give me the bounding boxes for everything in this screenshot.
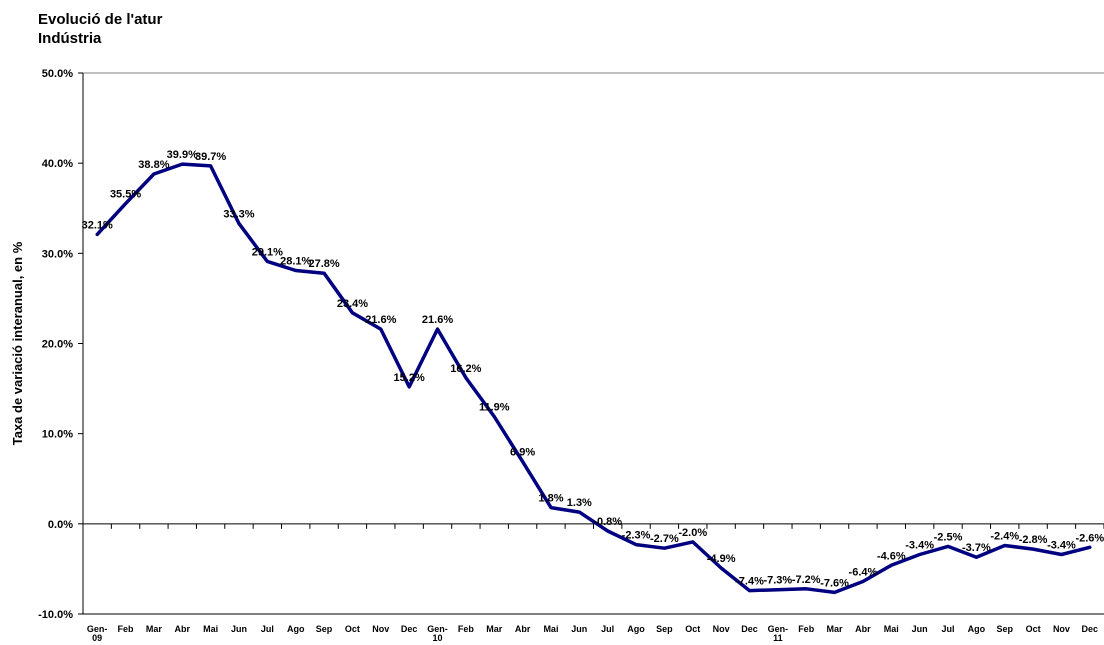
x-tick-label: Mar	[827, 624, 844, 634]
data-label: 38.8%	[138, 159, 169, 171]
data-label: 27.8%	[308, 258, 339, 270]
data-label: -7.4%	[735, 576, 764, 588]
y-tick-label: -10.0%	[38, 609, 73, 621]
data-label: 6.9%	[510, 447, 535, 459]
x-tick-label: Nov	[372, 624, 389, 634]
x-tick-label: Sep	[996, 624, 1013, 634]
y-tick-label: 40.0%	[42, 158, 73, 170]
data-label: 39.9%	[167, 149, 198, 161]
x-tick-label: Dec	[1082, 624, 1099, 634]
y-tick-label: 0.0%	[48, 519, 73, 531]
x-tick-label: Feb	[458, 624, 475, 634]
data-label: -3.4%	[905, 539, 934, 551]
x-tick-label: Gen-	[768, 624, 789, 634]
data-label: -7.6%	[820, 577, 849, 589]
x-tick-label: Feb	[118, 624, 135, 634]
x-tick-label: Mai	[543, 624, 558, 634]
x-tick-label: Ago	[287, 624, 305, 634]
data-label: -3.7%	[962, 542, 991, 554]
data-label: -2.8%	[1019, 534, 1048, 546]
x-tick-label: Gen-	[87, 624, 108, 634]
x-tick-label: Jul	[942, 624, 955, 634]
chart-title-line-2: Indústria	[38, 30, 102, 47]
series-line	[95, 162, 1092, 595]
data-label: 15.2%	[394, 372, 425, 384]
y-tick-label: 20.0%	[42, 339, 73, 351]
x-tick-label: Abr	[175, 624, 191, 634]
x-tick-label: 11	[773, 633, 783, 643]
y-tick-label: 50.0%	[42, 68, 73, 80]
x-tick-label: Mai	[884, 624, 899, 634]
x-tick-label: Nov	[713, 624, 730, 634]
x-tick-label: Jun	[571, 624, 587, 634]
data-label: -2.0%	[678, 527, 707, 539]
x-tick-label: Oct	[1026, 624, 1041, 634]
data-label: 1.3%	[567, 497, 592, 509]
x-tick-label: Jul	[601, 624, 614, 634]
data-label: 29.1%	[252, 246, 283, 258]
data-label: 21.6%	[422, 314, 453, 326]
data-label: -6.4%	[849, 567, 878, 579]
y-tick-label: 30.0%	[42, 248, 73, 260]
y-tick-label: 10.0%	[42, 429, 73, 441]
x-tick-label: Feb	[798, 624, 815, 634]
x-tick-label: Nov	[1053, 624, 1070, 634]
data-label: 21.6%	[365, 314, 396, 326]
x-tick-label: Oct	[345, 624, 360, 634]
chart-title: Evolució de l'atur Indústria	[38, 10, 162, 48]
data-label: -3.4%	[1047, 539, 1076, 551]
data-label: 39.7%	[195, 151, 226, 163]
data-label: 11.9%	[479, 402, 510, 414]
data-label: -2.7%	[650, 533, 679, 545]
x-tick-label: Jun	[231, 624, 247, 634]
x-tick-label: Sep	[656, 624, 673, 634]
x-tick-label: Ago	[627, 624, 645, 634]
x-tick-label: 10	[433, 633, 443, 643]
data-label: 32.1%	[82, 219, 113, 231]
data-label: -2.3%	[622, 530, 651, 542]
chart-title-line-1: Evolució de l'atur	[38, 11, 163, 28]
x-tick-label: Gen-	[427, 624, 448, 634]
x-tick-label: Mar	[486, 624, 503, 634]
x-tick-label: 09	[92, 633, 102, 643]
x-tick-label: Jun	[912, 624, 928, 634]
data-label: 28.1%	[280, 255, 311, 267]
data-label: 1.8%	[538, 493, 563, 505]
data-label: -7.3%	[763, 575, 792, 587]
data-label: -2.6%	[1075, 532, 1104, 544]
x-tick-label: Dec	[401, 624, 418, 634]
x-tick-label: Abr	[855, 624, 871, 634]
data-label: 23.4%	[337, 298, 368, 310]
data-label: 35.5%	[110, 189, 141, 201]
data-label: 16.2%	[450, 363, 481, 375]
x-tick-label: Jul	[261, 624, 274, 634]
x-tick-label: Dec	[741, 624, 758, 634]
data-label: -4.9%	[707, 553, 736, 565]
data-label: -2.4%	[990, 530, 1019, 542]
data-label: -7.2%	[792, 574, 821, 586]
x-tick-label: Oct	[685, 624, 700, 634]
x-tick-label: Abr	[515, 624, 531, 634]
y-axis-label: Taxa de variació interanual, en %	[10, 241, 25, 445]
x-tick-label: Ago	[968, 624, 986, 634]
x-tick-label: Mai	[203, 624, 218, 634]
data-label: 33.3%	[223, 209, 254, 221]
data-label: -4.6%	[877, 550, 906, 562]
data-label: -2.5%	[934, 531, 963, 543]
x-tick-label: Mar	[146, 624, 163, 634]
x-tick-label: Sep	[316, 624, 333, 634]
data-label: -0.8%	[593, 516, 622, 528]
